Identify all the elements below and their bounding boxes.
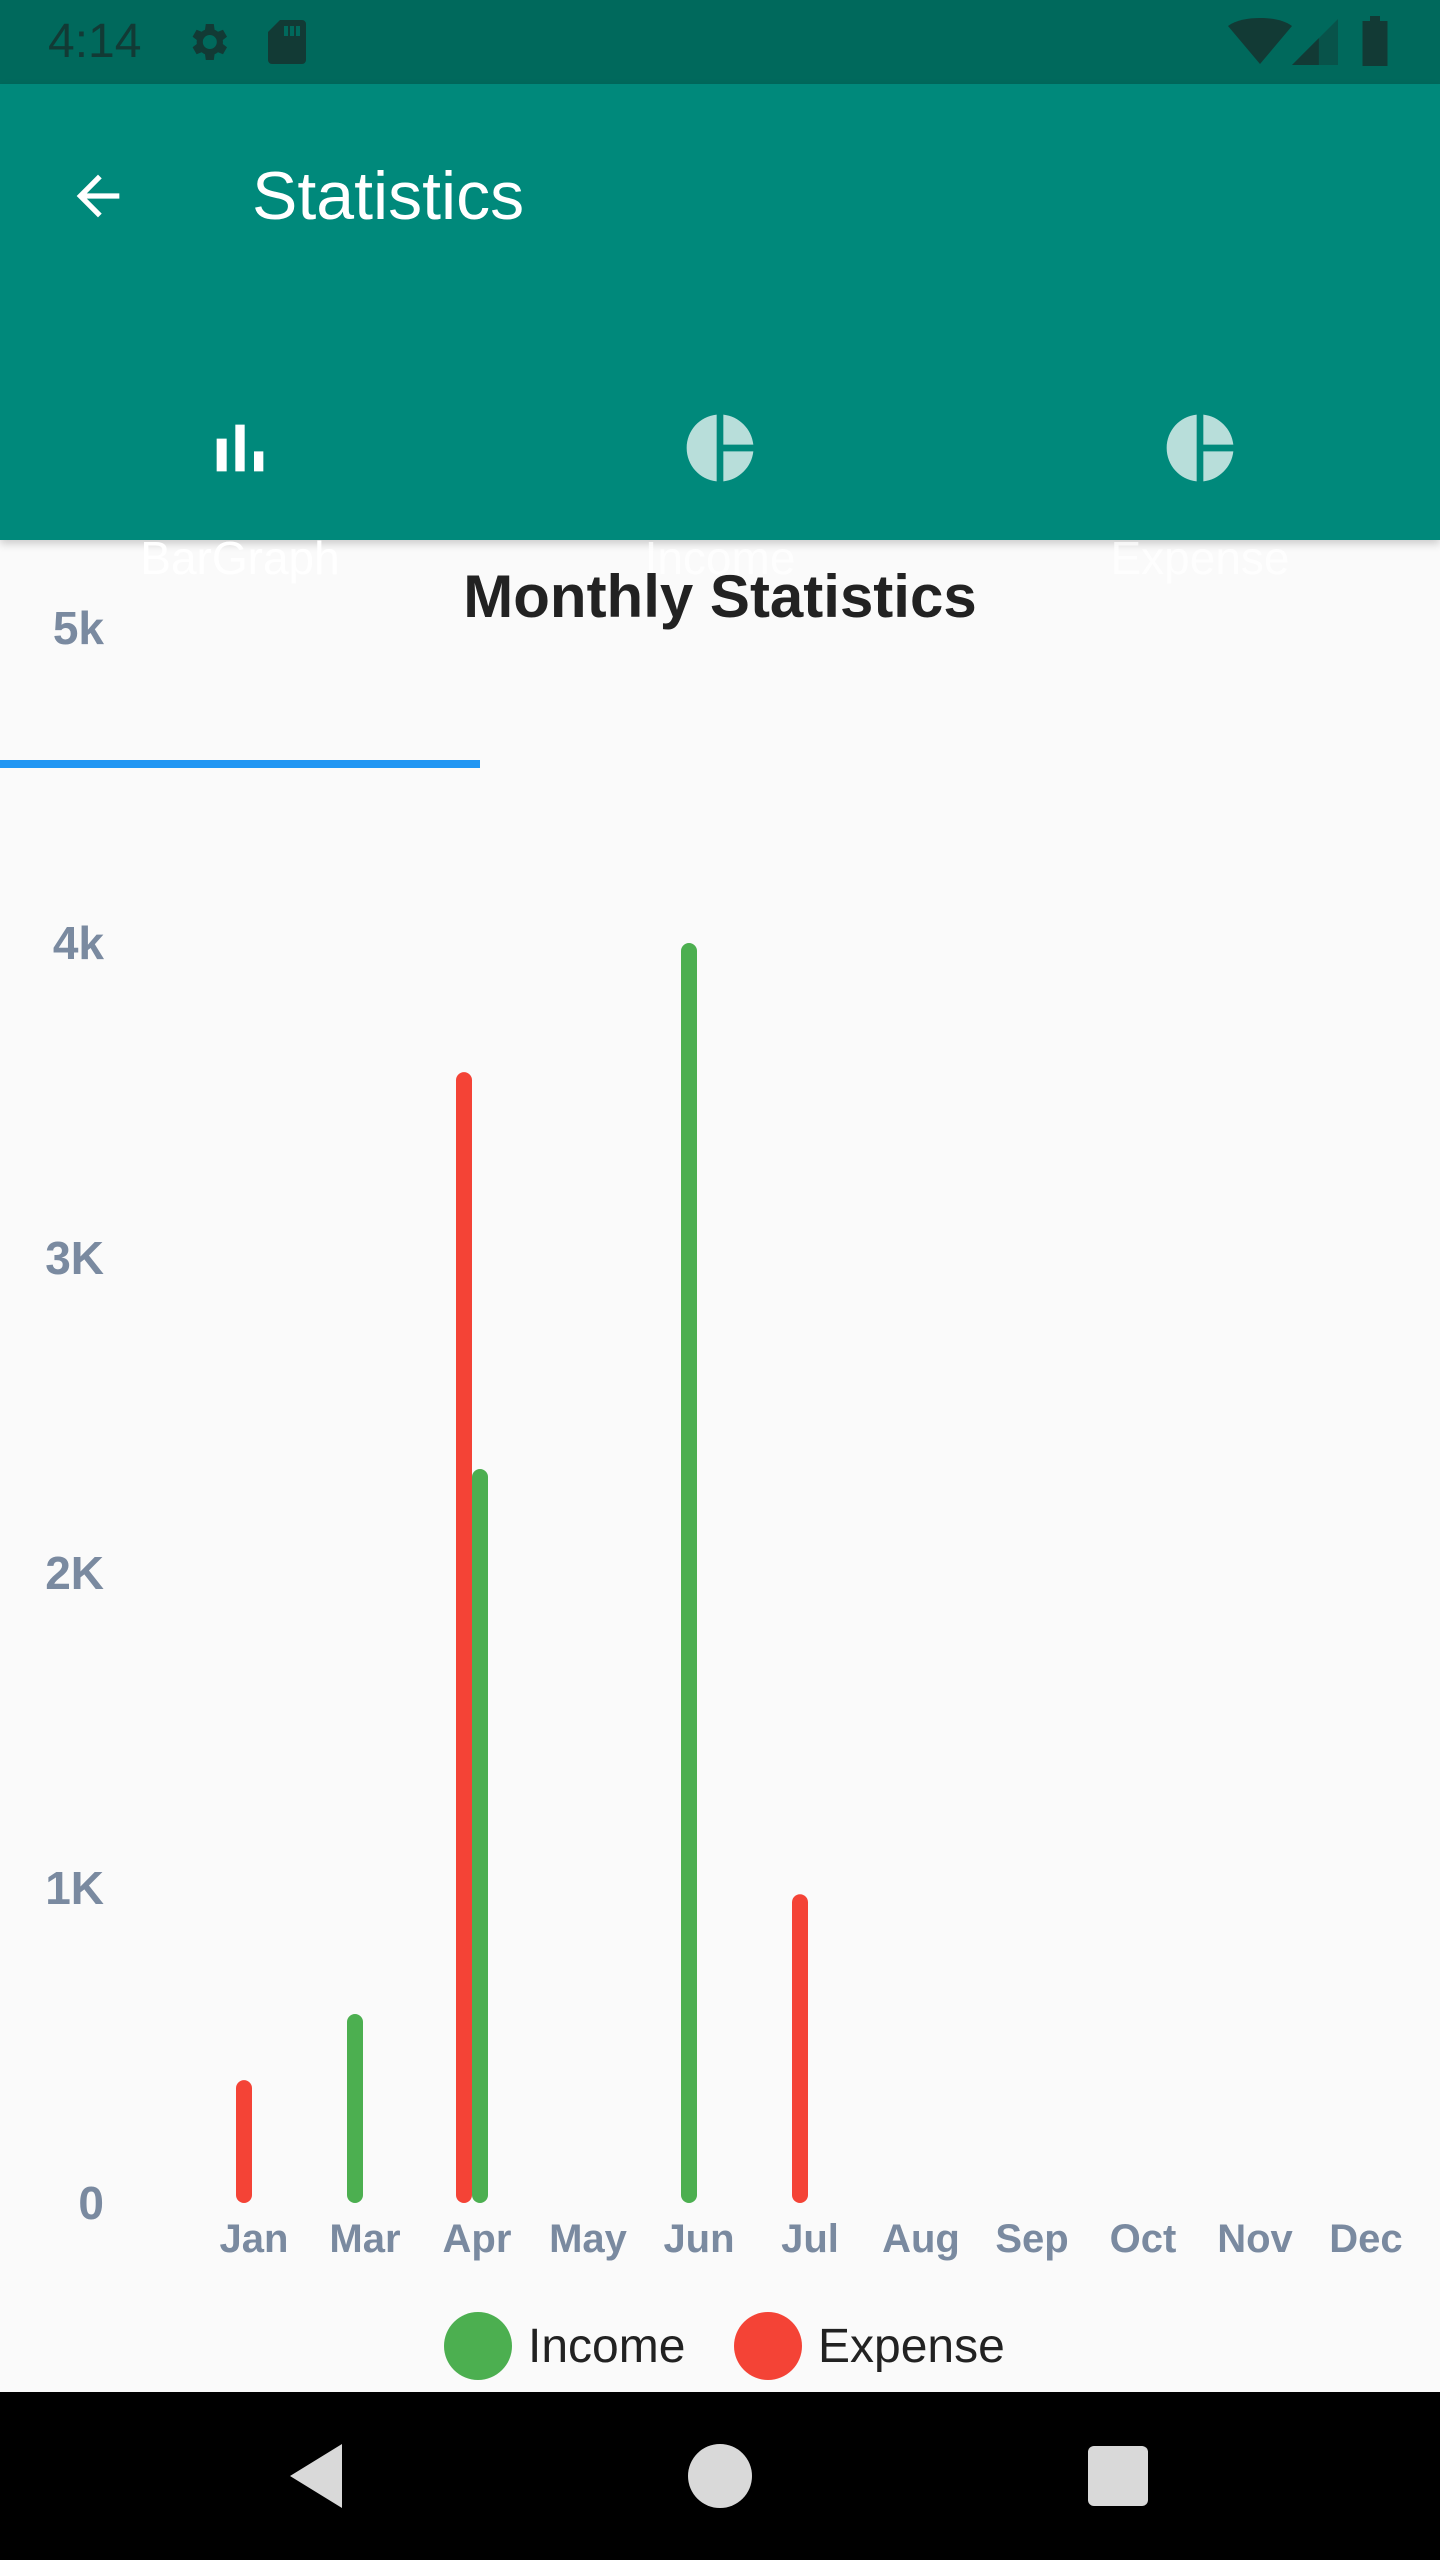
bar-income-mar [347, 2014, 363, 2203]
tab-indicator [0, 760, 480, 768]
chart-area: Monthly Statistics 0 1K 2K 3K 4k 5k Jan Mar Apr M… [0, 540, 1440, 2392]
tab-label: Expense [1110, 532, 1290, 584]
x-tick-label: Jan [220, 2217, 289, 2261]
recents-square-icon[interactable] [1078, 2436, 1158, 2516]
legend-label-expense: Expense [818, 2320, 1005, 2373]
status-time: 4:14 [48, 15, 142, 68]
app-bar: Statistics BarGraph Income Expense [0, 84, 1440, 768]
bar-expense-jan [236, 2080, 252, 2203]
x-tick-label: Dec [1329, 2217, 1402, 2261]
bar-expense-apr [456, 1072, 472, 2203]
bar-income-apr [472, 1469, 488, 2203]
sd-card-icon [268, 20, 306, 64]
status-bar: 4:14 [0, 0, 1440, 84]
legend-label-income: Income [528, 2320, 685, 2373]
bar-income-jun [681, 943, 697, 2203]
y-tick-label: 2K [45, 1547, 104, 1599]
wifi-icon [1228, 18, 1292, 64]
tab-label: BarGraph [140, 532, 340, 584]
y-tick-label: 5k [53, 602, 105, 654]
arrow-back-icon [76, 174, 120, 218]
x-tick-label: Aug [882, 2217, 960, 2261]
pie-chart-icon [1166, 414, 1234, 482]
bar-chart-icon [216, 424, 264, 472]
back-button[interactable] [50, 148, 146, 244]
navigation-bar [0, 2392, 1440, 2560]
pie-chart-icon [686, 414, 754, 482]
x-tick-label: Jun [663, 2217, 734, 2261]
battery-icon [1362, 16, 1388, 66]
y-tick-label: 4k [53, 917, 105, 969]
bar-chart: 0 1K 2K 3K 4k 5k Jan Mar Apr May Jun Jul Aug Sep Oct No… [45, 602, 1403, 2380]
bar-expense-jul [792, 1894, 808, 2203]
x-tick-label: Apr [443, 2217, 512, 2261]
gear-icon [192, 24, 227, 60]
x-tick-label: Oct [1110, 2217, 1177, 2261]
x-tick-label: Mar [329, 2217, 400, 2261]
x-tick-label: Nov [1217, 2217, 1293, 2261]
home-circle-icon[interactable] [680, 2436, 760, 2516]
tab-label: Income [644, 532, 796, 584]
signal-icon [1292, 19, 1338, 65]
y-tick-label: 1K [45, 1862, 104, 1914]
x-tick-label: May [549, 2217, 628, 2261]
x-tick-label: Jul [781, 2217, 839, 2261]
tab-bargraph[interactable]: BarGraph [0, 312, 480, 768]
page-title: Statistics [252, 158, 525, 234]
x-tick-label: Sep [995, 2217, 1068, 2261]
y-tick-label: 3K [45, 1232, 104, 1284]
y-tick-label: 0 [78, 2177, 104, 2229]
legend-swatch-expense [734, 2312, 802, 2380]
legend-swatch-income [444, 2312, 512, 2380]
back-triangle-icon[interactable] [278, 2436, 358, 2516]
chart-title: Monthly Statistics [463, 563, 977, 630]
tab-expense[interactable]: Expense [960, 312, 1440, 584]
tab-income[interactable]: Income [480, 312, 960, 584]
